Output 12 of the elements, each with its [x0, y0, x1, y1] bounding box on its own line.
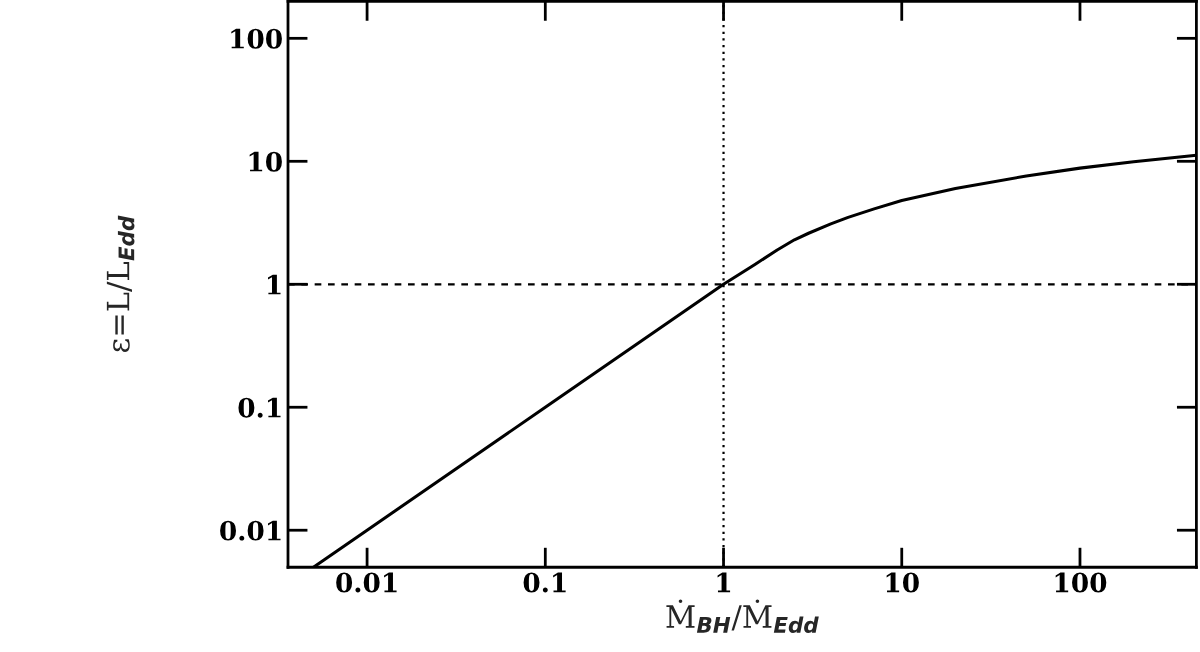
y-tick-label: 10	[249, 151, 282, 172]
y-tick-label: 0.01	[220, 520, 281, 541]
x-tick-label: 100	[1055, 572, 1107, 593]
y-tick-label: 1	[268, 274, 281, 295]
x-tick-label: 1	[717, 572, 731, 593]
x-axis-title: Ṁ$_{BH}$/Ṁ$_{Edd}$	[666, 599, 819, 633]
y-tick-label: 0.1	[238, 397, 281, 418]
y-tick-label: 100	[231, 28, 282, 49]
x-tick-label: 0.1	[523, 572, 566, 593]
x-tick-label: 10	[886, 572, 919, 593]
y-axis-title: ε=L/L$_{Edd}$	[106, 215, 135, 353]
x-tick-label: 0.01	[336, 572, 397, 593]
